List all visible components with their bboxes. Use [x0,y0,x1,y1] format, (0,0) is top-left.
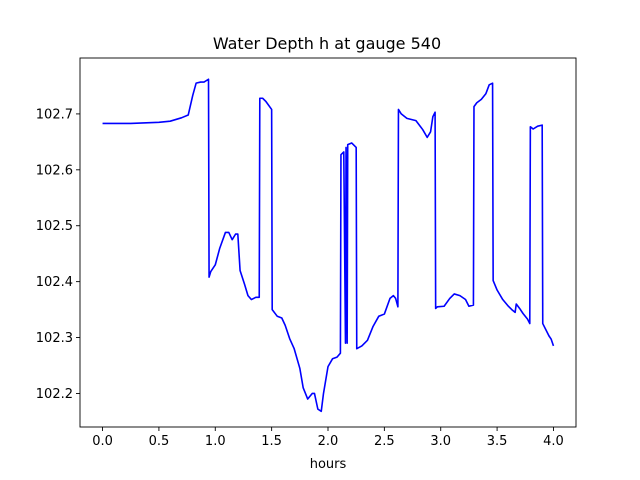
x-tick-label: 3.5 [487,434,508,449]
x-axis-ticks: 0.0 0.5 1.0 1.5 2.0 2.5 3.0 3.5 4.0 [92,427,564,449]
y-tick-label: 102.6 [36,163,73,178]
x-tick-label: 2.5 [374,434,395,449]
x-tick-label: 0.0 [92,434,113,449]
axes-frame [79,57,577,428]
x-tick-label: 0.5 [149,434,170,449]
plot-area [102,78,555,413]
x-tick-label: 2.0 [318,434,339,449]
x-tick-label: 3.0 [430,434,451,449]
y-axis-ticks: 102.2 102.3 102.4 102.5 102.6 102.7 [36,107,80,402]
y-tick-label: 102.7 [36,107,73,122]
y-tick-label: 102.3 [36,331,73,346]
x-tick-label: 1.5 [261,434,282,449]
x-tick-label: 4.0 [543,434,564,449]
y-tick-label: 102.2 [36,387,73,402]
x-tick-label: 1.0 [205,434,226,449]
y-tick-label: 102.5 [36,219,73,234]
series-line-0 [102,78,555,413]
x-axis-label: hours [310,457,347,472]
y-tick-label: 102.4 [36,275,73,290]
chart-title: Water Depth h at gauge 540 [213,34,441,53]
